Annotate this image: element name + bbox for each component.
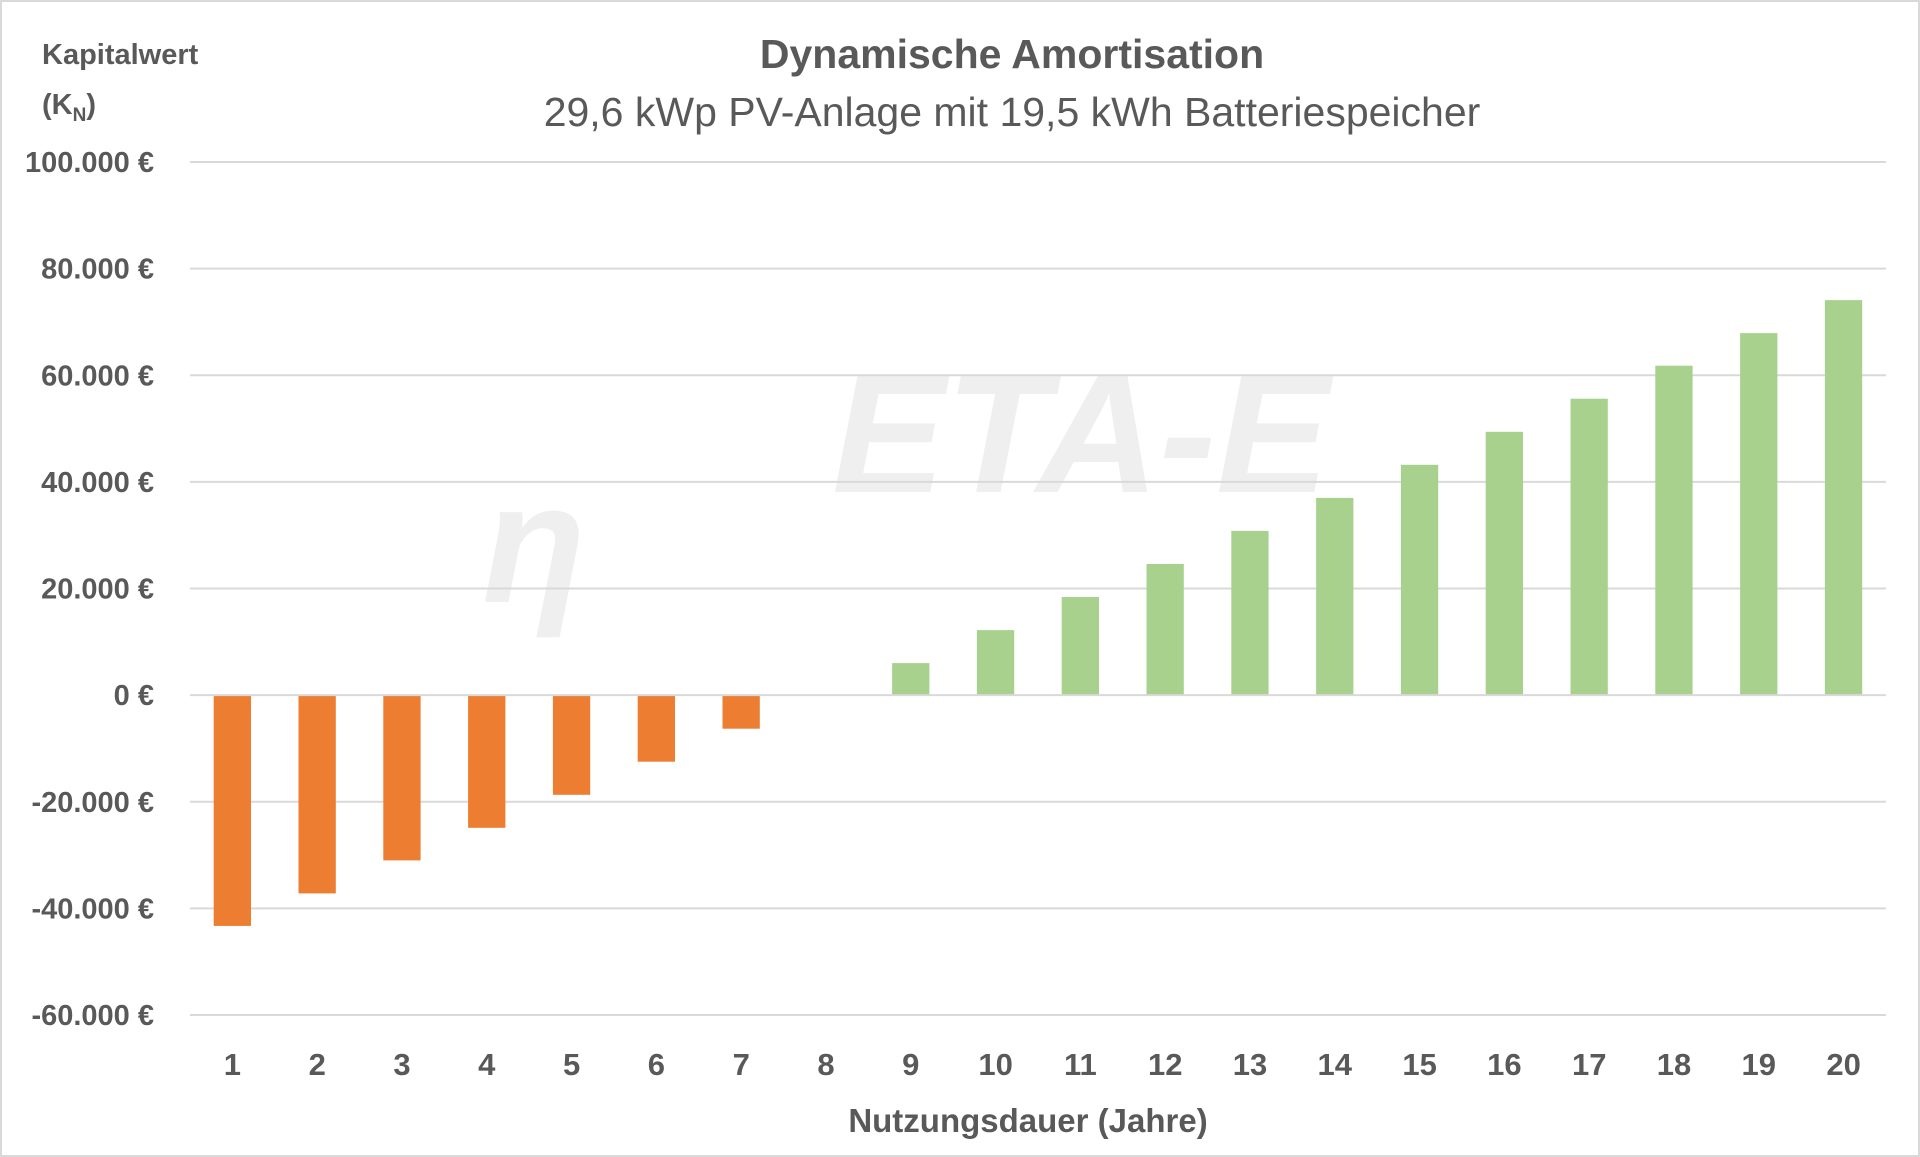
y-axis-label-open: (K	[42, 89, 73, 121]
x-tick-label: 5	[563, 1047, 580, 1082]
y-axis-label-sub: N	[73, 105, 87, 126]
bar	[1740, 333, 1778, 696]
y-tick-label: 20.000 €	[41, 574, 154, 606]
bar	[552, 695, 591, 795]
y-tick-label: -60.000 €	[31, 1000, 154, 1032]
y-axis-label-line1: Kapitalwert	[42, 39, 199, 71]
x-tick-label: 1	[224, 1047, 241, 1082]
x-tick-label: 10	[978, 1047, 1012, 1082]
bar	[383, 695, 421, 861]
x-tick-label: 2	[309, 1047, 326, 1082]
y-tick-label: 0 €	[114, 680, 154, 712]
x-tick-label: 4	[478, 1047, 496, 1082]
y-tick-label: 80.000 €	[41, 254, 154, 286]
grid-lines	[190, 161, 1886, 1016]
x-tick-label: 14	[1318, 1047, 1353, 1082]
bar	[1146, 564, 1184, 696]
x-tick-label: 3	[393, 1047, 410, 1082]
watermark-logo: η ETA-E	[482, 339, 1334, 639]
watermark-eta-symbol: η	[482, 449, 586, 639]
bars	[213, 300, 1863, 926]
x-tick-label: 8	[817, 1047, 834, 1082]
bar	[1400, 464, 1439, 696]
x-tick-label: 15	[1402, 1047, 1436, 1082]
watermark-text: ETA-E	[832, 339, 1334, 529]
y-axis-label-close: )	[86, 89, 96, 121]
bar	[1824, 300, 1863, 696]
bar	[976, 630, 1015, 696]
y-tick-label: 60.000 €	[41, 360, 154, 392]
bar	[213, 695, 251, 926]
x-tick-label: 19	[1742, 1047, 1776, 1082]
x-tick-labels: 1 2 3 4 5 6 7 8 9 10 11 12 13 14 15 16 17 18 19 20	[224, 1047, 1861, 1082]
x-tick-label: 7	[733, 1047, 750, 1082]
x-tick-label: 9	[902, 1047, 919, 1082]
bar	[892, 663, 930, 696]
bar	[1570, 398, 1608, 696]
bar	[1485, 431, 1523, 696]
y-tick-label: 40.000 €	[41, 467, 154, 499]
chart-subtitle: 29,6 kWp PV-Anlage mit 19,5 kWh Batterie…	[544, 89, 1481, 135]
x-tick-label: 18	[1657, 1047, 1691, 1082]
bar	[722, 695, 760, 729]
x-tick-label: 16	[1487, 1047, 1521, 1082]
bar	[1655, 365, 1693, 696]
y-tick-label: 100.000 €	[25, 147, 154, 179]
chart-title: Dynamische Amortisation	[760, 31, 1264, 77]
bar	[1316, 497, 1354, 696]
x-tick-label: 11	[1064, 1047, 1097, 1082]
bar	[637, 695, 675, 762]
bar	[1231, 530, 1269, 696]
x-tick-label: 17	[1572, 1047, 1606, 1082]
x-tick-label: 6	[648, 1047, 665, 1082]
x-tick-label: 20	[1826, 1047, 1860, 1082]
y-tick-label: -40.000 €	[31, 893, 154, 925]
bar	[468, 695, 506, 828]
bar	[1061, 597, 1099, 696]
y-axis-label-line2: (KN)	[42, 89, 96, 126]
x-axis-label: Nutzungsdauer (Jahre)	[848, 1102, 1207, 1139]
y-tick-labels: 100.000 € 80.000 € 60.000 € 40.000 € 20.000 …	[25, 147, 154, 1032]
y-tick-label: -20.000 €	[31, 787, 154, 819]
bar	[298, 695, 336, 894]
x-tick-label: 12	[1148, 1047, 1182, 1082]
x-tick-label: 13	[1233, 1047, 1267, 1082]
